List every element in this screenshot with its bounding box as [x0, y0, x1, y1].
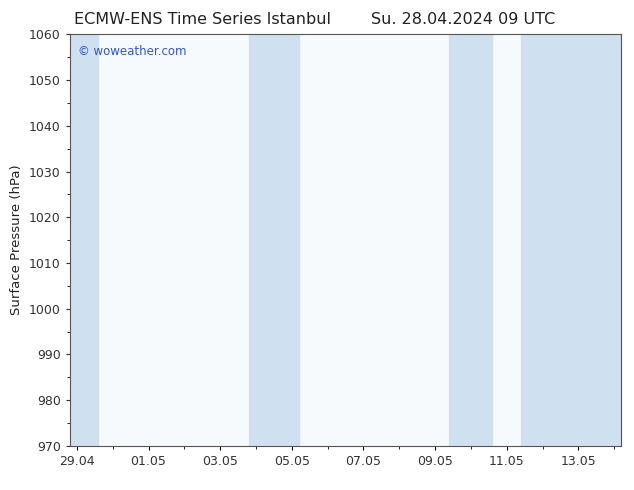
Bar — [521, 34, 621, 446]
Bar — [450, 34, 493, 446]
Text: © woweather.com: © woweather.com — [78, 45, 186, 58]
Y-axis label: Surface Pressure (hPa): Surface Pressure (hPa) — [10, 165, 23, 316]
Bar — [249, 34, 299, 446]
Bar — [70, 34, 98, 446]
Text: ECMW-ENS Time Series Istanbul: ECMW-ENS Time Series Istanbul — [74, 12, 332, 27]
Text: Su. 28.04.2024 09 UTC: Su. 28.04.2024 09 UTC — [371, 12, 555, 27]
